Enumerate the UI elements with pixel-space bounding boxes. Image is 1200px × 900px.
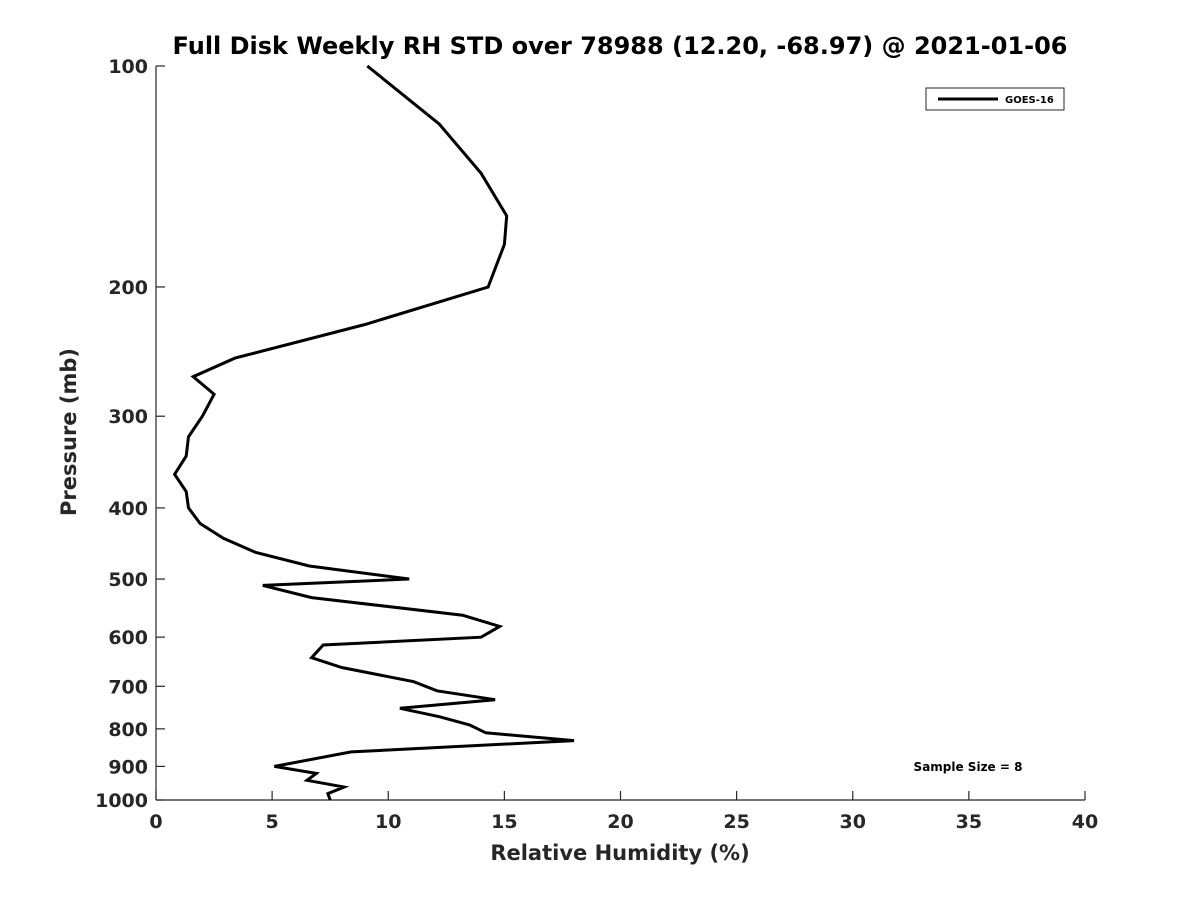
x-tick-label-10: 10 xyxy=(375,811,401,833)
x-tick-label-5: 5 xyxy=(266,811,279,833)
series-line-goes-16 xyxy=(172,64,575,801)
x-tick-label-25: 25 xyxy=(723,811,749,833)
y-tick-label-900: 900 xyxy=(108,756,148,778)
y-tick-label-500: 500 xyxy=(108,569,148,591)
x-axis-label: Relative Humidity (%) xyxy=(490,841,749,865)
series-layer xyxy=(172,64,575,801)
x-ticks: 0 5 10 15 20 25 30 35 40 xyxy=(149,791,1098,833)
x-tick-label-0: 0 xyxy=(149,811,162,833)
sample-size-annotation: Sample Size = 8 xyxy=(914,760,1023,774)
chart-title: Full Disk Weekly RH STD over 78988 (12.2… xyxy=(173,32,1068,60)
y-tick-label-800: 800 xyxy=(108,719,148,741)
y-tick-label-200: 200 xyxy=(108,277,148,299)
legend-label-goes-16: GOES-16 xyxy=(1005,95,1054,106)
y-axis-label: Pressure (mb) xyxy=(57,348,81,516)
y-tick-label-400: 400 xyxy=(108,498,148,520)
y-tick-label-300: 300 xyxy=(108,406,148,428)
y-tick-label-700: 700 xyxy=(108,676,148,698)
axes xyxy=(155,66,1085,801)
x-tick-label-20: 20 xyxy=(607,811,633,833)
x-tick-label-30: 30 xyxy=(840,811,866,833)
legend: GOES-16 xyxy=(925,87,1065,111)
y-tick-label-100: 100 xyxy=(108,56,148,78)
y-tick-label-600: 600 xyxy=(108,627,148,649)
x-tick-label-15: 15 xyxy=(491,811,517,833)
x-tick-label-35: 35 xyxy=(956,811,982,833)
y-ticks: 100 200 300 400 500 600 700 800 900 1000 xyxy=(95,56,165,812)
x-tick-label-40: 40 xyxy=(1072,811,1098,833)
y-tick-label-1000: 1000 xyxy=(95,790,148,812)
